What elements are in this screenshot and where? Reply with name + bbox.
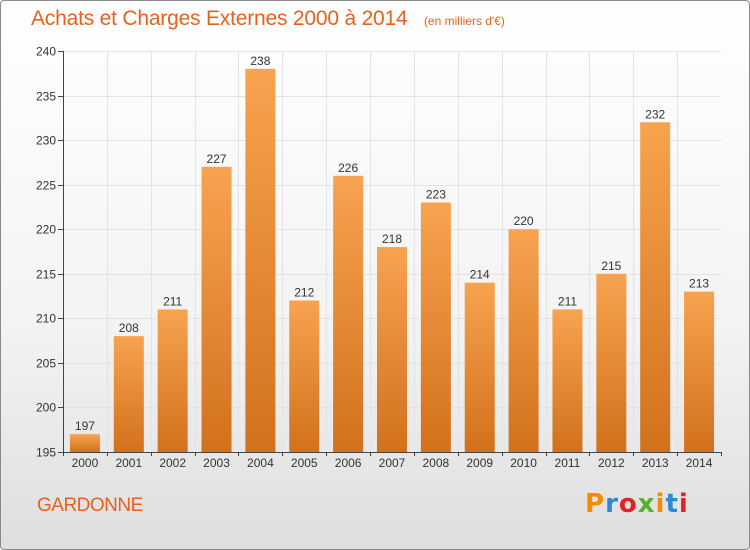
y-tick-label: 225: [36, 179, 56, 193]
logo-letter: x: [637, 489, 656, 519]
x-tick-label: 2008: [423, 456, 450, 470]
bar-2011: [552, 309, 583, 452]
y-tick-label: 205: [36, 357, 56, 371]
chart-subtitle: (en milliers d'€): [423, 14, 505, 28]
data-label-2007: 218: [382, 232, 402, 246]
title-row: Achats et Charges Externes 2000 à 2014 (…: [31, 7, 505, 31]
data-labels: 197 208 211 227 238 212 226 218 223 214 220 211 215 2…: [75, 54, 709, 433]
bar-2012: [596, 273, 627, 452]
x-tick-label: 2010: [510, 456, 537, 470]
x-tick-label: 2007: [379, 456, 406, 470]
data-label-2009: 214: [470, 268, 490, 282]
place-name: GARDONNE: [37, 495, 143, 516]
bar-2008: [420, 202, 451, 452]
y-tick-label: 230: [36, 134, 56, 148]
logo-letter: i: [655, 489, 666, 519]
bar-2009: [464, 282, 495, 452]
x-tick-label: 2003: [203, 456, 230, 470]
bar-2001: [113, 336, 144, 452]
x-tick-label: 2012: [598, 456, 625, 470]
logo-letter: t: [665, 489, 679, 519]
bar-2005: [289, 300, 320, 452]
proxiti-logo: Proxiti: [585, 489, 689, 519]
bar-2010: [508, 229, 539, 452]
logo-letter: i: [678, 489, 689, 519]
x-tick-label: 2011: [555, 456, 581, 470]
data-label-2005: 212: [294, 286, 314, 300]
data-label-2008: 223: [426, 187, 446, 201]
x-tick-label: 2002: [159, 456, 186, 470]
bar-2014: [684, 291, 715, 452]
axes: 195 200 205 210 215 220 225 230 235 240 2000 2001 20…: [36, 45, 722, 470]
bar-2006: [333, 175, 364, 452]
y-tick-label: 240: [36, 45, 56, 59]
x-tick-label: 2006: [335, 456, 362, 470]
data-label-2012: 215: [601, 259, 621, 273]
x-tick-label: 2000: [72, 456, 99, 470]
x-tick-label: 2001: [115, 456, 142, 470]
chart-title: Achats et Charges Externes 2000 à 2014: [31, 7, 408, 30]
y-tick-label: 220: [36, 223, 56, 237]
data-label-2002: 211: [163, 294, 182, 308]
bar-2000: [69, 434, 100, 452]
y-tick-label: 235: [36, 90, 56, 104]
data-label-2006: 226: [338, 161, 358, 175]
y-tick-label: 210: [36, 312, 56, 326]
x-tick-label: 2013: [642, 456, 669, 470]
y-tick-label: 215: [36, 268, 56, 282]
bar-2003: [201, 166, 232, 452]
data-label-2003: 227: [207, 152, 227, 166]
data-label-2001: 208: [119, 321, 139, 335]
y-tick-label: 200: [36, 401, 56, 415]
bar-2002: [157, 309, 188, 452]
data-label-2011: 211: [558, 294, 577, 308]
data-label-2013: 232: [645, 107, 665, 121]
logo-letter: o: [618, 489, 638, 519]
bar-2007: [377, 247, 407, 452]
data-label-2004: 238: [250, 54, 270, 68]
x-tick-label: 2014: [686, 456, 713, 470]
bars: [69, 68, 715, 453]
bar-2004: [245, 68, 276, 453]
x-tick-label: 2005: [291, 456, 318, 470]
logo-letter: P: [585, 489, 606, 519]
x-tick-label: 2009: [466, 456, 493, 470]
logo-letter: r: [605, 489, 619, 519]
y-tick-label: 195: [36, 446, 56, 460]
bar-2013: [640, 122, 671, 453]
data-label-2010: 220: [514, 214, 534, 228]
data-label-2014: 213: [689, 277, 709, 291]
data-label-2000: 197: [75, 419, 95, 433]
x-tick-label: 2004: [247, 456, 274, 470]
